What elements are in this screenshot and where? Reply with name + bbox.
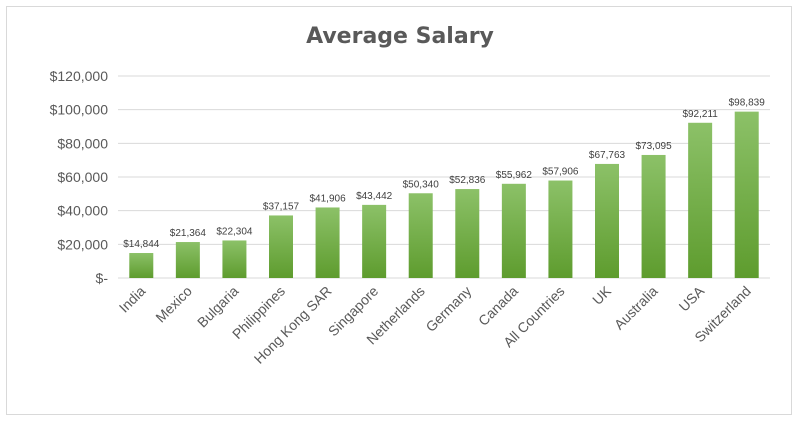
data-label: $67,763 [589,150,626,161]
x-tick-label: USA [676,282,708,314]
bar-canada [501,183,526,278]
bar-bulgaria [222,240,247,278]
y-tick-label: $80,000 [57,135,108,151]
data-labels: $14,844 $21,364 $22,304 $37,157 $41,906 $43,4… [123,98,765,250]
data-label: $57,906 [542,167,579,178]
bar-uk [595,163,619,278]
bar-singapore [362,204,387,278]
y-axis: $- $20,000 $40,000 $60,000 $80,000 $100,000 $1… [50,68,109,286]
bar-philippines [269,215,293,278]
bar-germany [455,189,480,278]
bar-india [129,253,154,278]
data-label: $52,836 [449,175,486,186]
x-tick-label: Germany [422,283,474,335]
data-label: $98,839 [729,98,766,109]
data-label: $22,304 [216,226,253,237]
x-tick-label: India [116,283,149,316]
x-tick-label: Canada [475,283,521,329]
data-label: $73,095 [635,141,672,152]
y-tick-label: $20,000 [57,236,108,252]
bar-mexico [175,242,200,278]
bar-all-countries [548,180,573,278]
y-tick-label: $- [96,270,109,286]
y-tick-label: $100,000 [50,102,109,118]
data-label: $21,364 [170,228,207,239]
data-label: $37,157 [263,201,300,212]
bar-usa [688,122,713,278]
y-tick-label: $40,000 [57,203,108,219]
gridlines [118,75,770,279]
x-tick-label: Bulgaria [194,283,242,331]
bar-netherlands [408,193,433,278]
data-label: $50,340 [403,179,440,190]
x-tick-label: UK [589,282,615,308]
data-label: $55,962 [496,170,533,181]
y-tick-label: $120,000 [50,68,109,84]
bar-hong-kong-sar [315,207,340,278]
x-tick-label: Australia [611,283,661,333]
data-label: $92,211 [682,109,718,120]
bars [129,111,759,278]
x-tick-label: Mexico [152,283,195,326]
bar-switzerland [734,111,759,278]
bar-australia [641,154,666,278]
data-label: $43,442 [356,191,393,202]
chart-title: Average Salary [306,24,494,49]
y-tick-label: $60,000 [57,169,108,185]
data-label: $14,844 [123,239,160,250]
data-label: $41,906 [309,193,346,204]
